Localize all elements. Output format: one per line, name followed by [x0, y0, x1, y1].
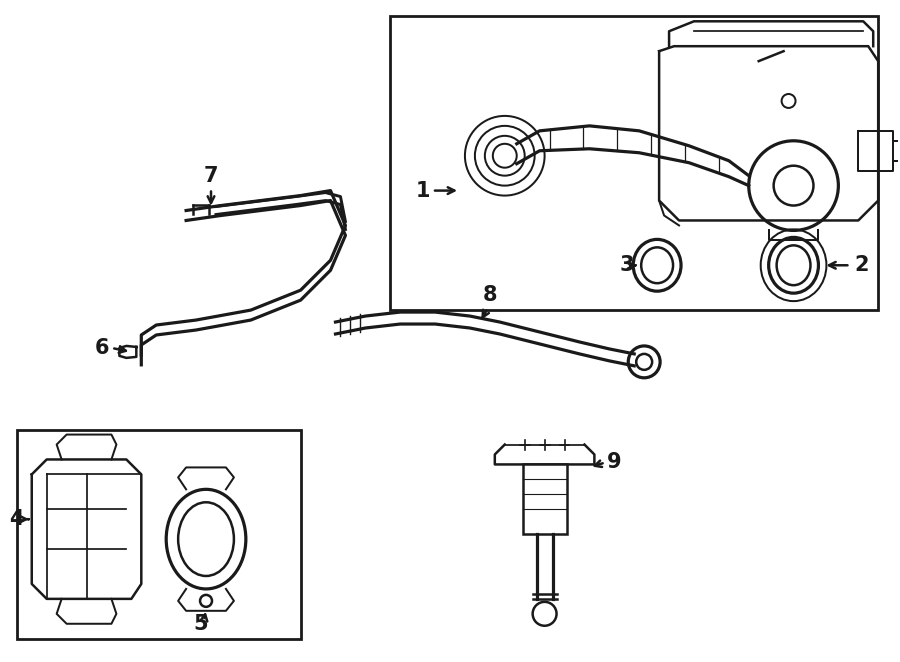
Text: 2: 2 [854, 256, 868, 275]
Text: 6: 6 [94, 338, 110, 358]
Bar [17, 430, 301, 639]
Polygon shape [120, 346, 136, 358]
Text: 5: 5 [194, 614, 209, 634]
Text: 4: 4 [9, 509, 23, 529]
Bar [391, 17, 878, 310]
Bar [523, 465, 566, 534]
Text: 8: 8 [482, 285, 497, 305]
Text: 7: 7 [203, 166, 219, 185]
Text: 9: 9 [608, 452, 622, 473]
Text: 1: 1 [416, 181, 430, 201]
Text: 3: 3 [620, 256, 634, 275]
